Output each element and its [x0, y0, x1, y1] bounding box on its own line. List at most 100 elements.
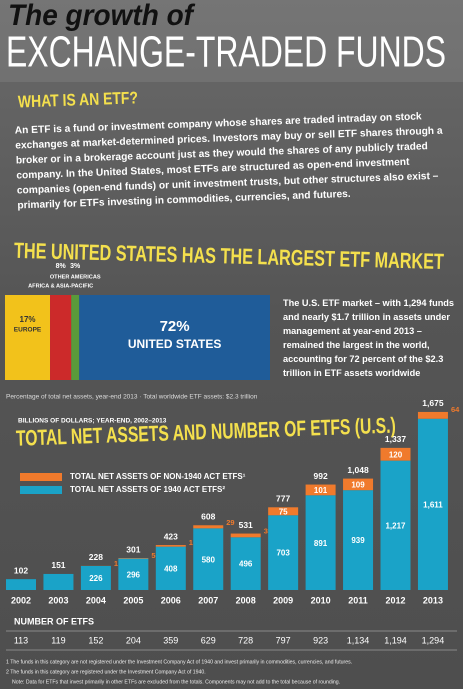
bar-value-label: 29 [226, 518, 234, 527]
table-cell: 1,134 [347, 635, 370, 645]
bar-total-label: 102 [14, 565, 28, 575]
share-category: UNITED STATES [128, 337, 222, 351]
table-cell: 204 [126, 635, 141, 645]
footnote: 1 The funds in this category are not reg… [6, 659, 352, 665]
share-label: 17% [20, 315, 36, 324]
bar-segment [6, 579, 36, 590]
x-tick-label: 2006 [161, 595, 181, 605]
bar-value-label: 891 [314, 539, 328, 548]
bar-segment [380, 447, 411, 461]
x-tick-label: 2008 [236, 595, 256, 605]
bar-segment [193, 525, 224, 529]
bar-segment [305, 495, 336, 590]
footnote: 2 The funds in this category are registe… [6, 669, 206, 675]
x-tick-label: 2007 [198, 595, 218, 605]
x-tick-label: 2010 [311, 595, 331, 605]
bar-value-label: 296 [127, 570, 141, 579]
bar-value-label: 75 [279, 507, 288, 516]
x-tick-label: 2003 [48, 595, 68, 605]
bar-value-label: 1,611 [423, 500, 443, 509]
bar-segment [343, 490, 374, 590]
bar-segment [417, 418, 448, 590]
table-cell: 728 [238, 635, 253, 645]
bar-total-label: 777 [276, 494, 290, 504]
x-tick-label: 2012 [385, 595, 405, 605]
share-segment [5, 295, 51, 380]
bar-segment [155, 546, 186, 590]
share-label: 72% [160, 318, 190, 335]
table-cell: 629 [201, 635, 216, 645]
chart-subtitle: BILLIONS OF DOLLARS; YEAR-END, 2002–2013 [18, 418, 167, 425]
bar-segment [230, 537, 261, 590]
bar-value-label: 580 [202, 555, 216, 564]
table-cell: 1,194 [384, 635, 407, 645]
section-heading: WHAT IS AN ETF? [18, 88, 139, 111]
legend-label: TOTAL NET ASSETS OF NON-1940 ACT ETFS¹ [70, 472, 246, 481]
bar-segment [230, 533, 261, 538]
bar-total-label: 1,048 [347, 465, 369, 475]
share-category: AFRICA & ASIA-PACIFIC [28, 283, 93, 289]
bar-total-label: 301 [126, 544, 140, 554]
bar-segment [305, 484, 336, 496]
table-cell: 1,294 [422, 635, 445, 645]
bar-segment [343, 478, 374, 491]
x-tick-label: 2011 [348, 595, 368, 605]
bar-total-label: 423 [164, 531, 178, 541]
intro-text: An ETF is a fund or investment company w… [14, 111, 443, 212]
bar-segment [193, 528, 224, 590]
share-category: OTHER AMERICAS [50, 274, 101, 280]
share-segment [71, 295, 80, 380]
share-segment [79, 295, 270, 380]
header-band [0, 0, 463, 82]
bar-value-label: 35 [264, 527, 272, 536]
share-label: 8% [56, 263, 67, 270]
bar-value-label: 408 [164, 564, 178, 573]
share-label: 3% [70, 263, 81, 270]
legend-swatch [20, 473, 62, 481]
market-text: The U.S. ETF market – with 1,294 funds a… [283, 298, 455, 378]
bar-total-label: 228 [89, 552, 103, 562]
bar-total-label: 1,675 [422, 398, 444, 408]
legend-swatch [20, 486, 62, 494]
bar-value-label: 939 [351, 536, 365, 545]
bar-segment [155, 545, 186, 547]
bar-segment [118, 558, 149, 590]
x-tick-label: 2005 [123, 595, 143, 605]
bar-value-label: 1,217 [385, 521, 406, 530]
share-category: EUROPE [14, 327, 42, 334]
bar-total-label: 1,337 [385, 434, 407, 444]
table-cell: 152 [88, 635, 103, 645]
table-cell: 113 [14, 635, 28, 645]
bar-total-label: 151 [51, 560, 65, 570]
legend-label: TOTAL NET ASSETS OF 1940 ACT ETFS² [70, 485, 225, 494]
main-title: EXCHANGE-TRADED FUNDS [6, 28, 446, 77]
bar-value-label: 120 [389, 450, 403, 459]
table-cell: 923 [313, 635, 328, 645]
footnote: Note: Data for ETFs that invest primaril… [12, 679, 340, 685]
bar-value-label: 226 [89, 574, 103, 583]
bar-segment [80, 565, 111, 590]
bar-segment [43, 573, 74, 590]
share-segment [50, 295, 72, 380]
bar-value-label: 109 [351, 481, 365, 490]
script-title: The growth of [8, 0, 196, 32]
bar-value-label: 15 [189, 538, 197, 547]
bar-segment [417, 411, 448, 419]
bar-value-label: 1 [114, 559, 118, 568]
bar-segment [380, 460, 411, 590]
x-tick-label: 2013 [423, 595, 443, 605]
x-tick-label: 2002 [11, 595, 31, 605]
bar-total-label: 608 [201, 512, 215, 522]
bar-segment [268, 515, 299, 590]
bar-value-label: 101 [314, 486, 328, 495]
bar-value-label: 64 [451, 405, 460, 414]
bar-total-label: 531 [239, 520, 253, 530]
bar-value-label: 496 [239, 560, 253, 569]
table-cell: 119 [51, 635, 65, 645]
x-tick-label: 2009 [273, 595, 293, 605]
table-cell: 797 [276, 635, 291, 645]
bar-total-label: 992 [314, 471, 328, 481]
table-cell: 359 [163, 635, 178, 645]
